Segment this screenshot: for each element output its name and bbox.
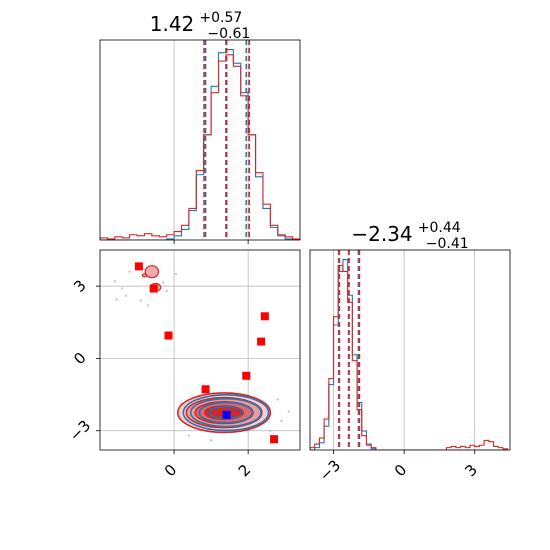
marginal-y-xtick-label-2: 3: [461, 461, 480, 480]
background-point-13: [276, 398, 279, 401]
background-point-4: [146, 304, 150, 307]
panel-title-y: −2.34 +0.44 −0.41: [351, 217, 468, 252]
marginal-y-xtick-label-0: −3: [316, 456, 344, 484]
background-point-9: [161, 281, 165, 284]
title-y-lower: −0.41: [426, 236, 469, 252]
red-marker-6: [260, 312, 269, 321]
histograms-marginal-x: [100, 48, 300, 240]
background-point-16: [287, 410, 291, 413]
panel-title-x: 1.42 +0.57 −0.61: [150, 7, 251, 42]
joint-ytick-label-0: −3: [66, 417, 94, 445]
grid-marginal-y: [333, 250, 476, 450]
blue-contour-2: [189, 397, 262, 428]
title-x-value: 1.42: [150, 12, 195, 36]
red-marker-7: [270, 435, 279, 444]
frame-joint: [99, 249, 301, 451]
title-x-lower: −0.61: [207, 26, 250, 42]
red-marker-0: [134, 262, 143, 271]
quantile-lines-marginal-x: [203, 40, 251, 240]
density-contours: [141, 265, 272, 434]
marginal-y-xtick-label-1: 0: [391, 461, 410, 480]
frame-marginal-y: [309, 249, 511, 451]
background-point-7: [121, 287, 124, 290]
xticks-marginal-y: −3 0 3: [316, 450, 481, 485]
background-point-17: [187, 434, 191, 437]
joint-xtick-label-1: 2: [235, 461, 254, 480]
outlier-contour-0: [144, 265, 160, 279]
red-marker-4: [242, 371, 251, 380]
blue-marker: [222, 410, 231, 419]
title-y-upper: +0.44: [418, 220, 461, 236]
scatter-markers: [134, 262, 279, 444]
panel-marginal-x: 1.42 +0.57 −0.61: [99, 7, 301, 241]
joint-xtick-label-0: 0: [161, 461, 180, 480]
title-y-value: −2.34: [351, 222, 412, 246]
background-point-8: [115, 298, 118, 301]
background-point-19: [209, 439, 213, 442]
red-marker-3: [201, 385, 210, 394]
background-point-14: [280, 419, 283, 423]
background-point-5: [165, 289, 168, 293]
grid-marginal-x: [173, 40, 249, 240]
title-x-upper: +0.57: [199, 10, 242, 26]
background-point-6: [174, 272, 178, 276]
yticks-joint: −3 0 3: [66, 276, 100, 445]
joint-ytick-label-2: 3: [70, 276, 89, 295]
joint-ytick-label-1: 0: [70, 349, 89, 368]
background-point-0: [113, 280, 117, 283]
red-marker-1: [149, 284, 158, 293]
outlier-contour-2: [141, 273, 148, 278]
quantile-lines-marginal-y: [337, 250, 361, 450]
blue-contour-1: [198, 401, 254, 424]
histogram-series-1: [310, 264, 509, 450]
blue-contour-3: [182, 394, 270, 432]
histogram-series-1: [100, 54, 300, 240]
background-point-3: [139, 299, 142, 302]
histograms-marginal-y: [310, 258, 509, 450]
frame-marginal-x: [99, 39, 301, 241]
grid-joint: [100, 250, 300, 450]
background-point-2: [128, 270, 131, 273]
red-marker-5: [257, 337, 266, 346]
background-point-1: [124, 294, 128, 297]
background-point-18: [269, 429, 272, 432]
red-marker-2: [164, 331, 173, 340]
panel-marginal-y: −2.34 +0.44 −0.41 −3 0 3: [309, 217, 511, 485]
